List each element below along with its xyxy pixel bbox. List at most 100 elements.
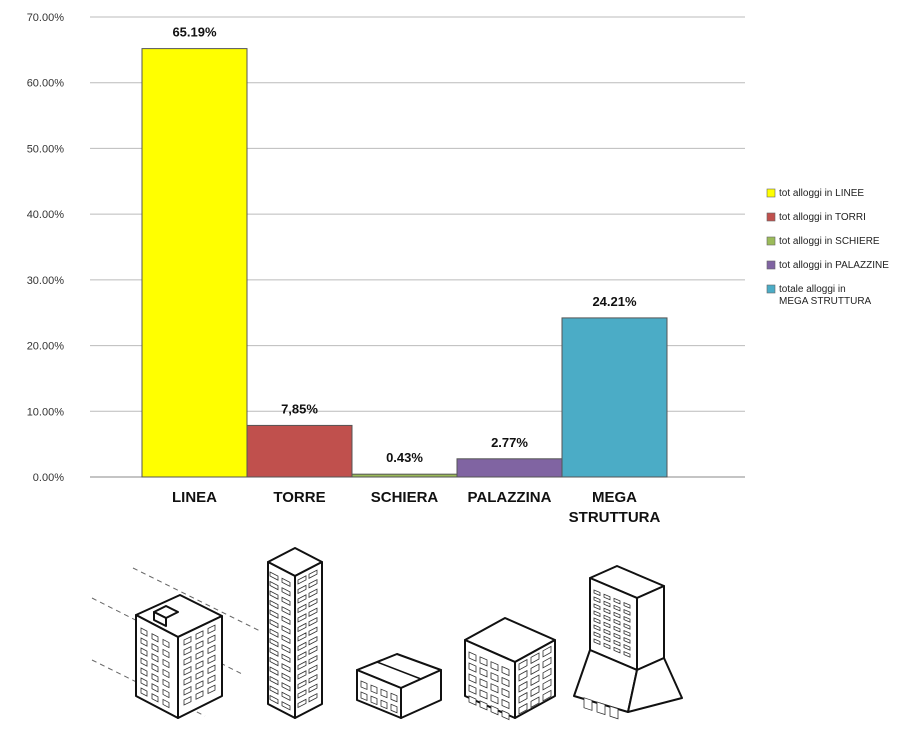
- window: [542, 667, 552, 680]
- window: [269, 580, 279, 591]
- window: [269, 637, 279, 648]
- window: [308, 635, 318, 646]
- window: [518, 658, 528, 671]
- schiera-building-icon: [356, 653, 442, 719]
- window: [593, 596, 601, 604]
- bar: [246, 424, 353, 478]
- window: [269, 666, 279, 676]
- window: [162, 648, 170, 659]
- window: [269, 675, 279, 686]
- window: [269, 599, 279, 610]
- y-tick-label: 10.00%: [27, 406, 65, 418]
- window: [490, 661, 499, 672]
- window: [183, 666, 192, 676]
- window: [613, 597, 621, 605]
- window: [308, 626, 318, 636]
- window: [530, 652, 540, 665]
- window: [603, 635, 611, 643]
- window: [593, 631, 601, 639]
- legend-swatch: [766, 260, 776, 270]
- window: [380, 699, 388, 710]
- legend: tot alloggi in LINEE tot alloggi in TORRI…: [766, 188, 889, 307]
- window: [490, 672, 499, 683]
- window: [308, 578, 318, 589]
- bar: [351, 473, 458, 478]
- x-category-line: LINEA: [172, 489, 217, 506]
- window: [140, 677, 148, 687]
- window: [518, 691, 528, 704]
- window: [370, 684, 378, 695]
- window: [195, 670, 204, 680]
- window: [501, 687, 510, 699]
- window: [603, 614, 611, 622]
- window: [308, 673, 318, 684]
- x-category-line: TORRE: [273, 489, 325, 506]
- window: [308, 683, 318, 693]
- x-axis-categories: LINEA TORRE SCHIERA PALAZZINA MEGA STRUTTURA: [172, 489, 660, 526]
- data-labels: 65.19% 7,85% 0.43% 2.77% 24.21%: [172, 25, 637, 466]
- x-category-line: PALAZZINA: [468, 489, 552, 506]
- torre-building-icon: [267, 547, 323, 719]
- linea-building-icon: [135, 594, 223, 719]
- window: [613, 611, 621, 619]
- window: [360, 691, 368, 702]
- legend-entry-line: MEGA STRUTTURA: [779, 296, 872, 307]
- legend-entry-line: tot alloggi in SCHIERE: [779, 236, 880, 247]
- window: [140, 657, 148, 667]
- legend-entry-line: tot alloggi in TORRI: [779, 212, 866, 223]
- window: [501, 676, 510, 688]
- bar: [561, 317, 668, 478]
- window: [479, 700, 488, 711]
- window: [593, 617, 601, 625]
- y-tick-label: 60.00%: [27, 78, 65, 90]
- window: [281, 625, 291, 635]
- window: [360, 680, 368, 691]
- window: [490, 705, 499, 716]
- window: [297, 689, 307, 699]
- window: [501, 709, 510, 721]
- window: [207, 684, 216, 695]
- bars: [141, 48, 668, 478]
- window: [281, 596, 291, 607]
- window: [195, 690, 204, 700]
- legend-entry: totale alloggi in MEGA STRUTTURA: [779, 284, 872, 307]
- legend-swatch: [766, 188, 776, 198]
- window: [613, 618, 621, 626]
- window: [308, 588, 318, 598]
- window: [281, 577, 291, 588]
- bar: [141, 48, 248, 478]
- window: [281, 691, 291, 702]
- window: [140, 667, 148, 677]
- window: [490, 694, 499, 705]
- window: [269, 609, 279, 619]
- window: [603, 621, 611, 629]
- window: [603, 628, 611, 636]
- window: [479, 656, 488, 667]
- window: [281, 701, 291, 711]
- window: [297, 603, 307, 614]
- window: [308, 607, 318, 617]
- window: [468, 684, 477, 695]
- building-illustrations: [91, 547, 683, 721]
- window: [603, 600, 611, 608]
- window: [183, 686, 192, 696]
- legend-entry-line: tot alloggi in PALAZZINE: [779, 260, 889, 271]
- bar: [456, 458, 563, 478]
- window: [183, 636, 192, 646]
- x-category-label: TORRE: [273, 489, 325, 506]
- legend-entry: tot alloggi in SCHIERE: [779, 236, 880, 247]
- x-category-line: MEGA: [592, 489, 637, 506]
- window: [269, 618, 279, 629]
- window: [269, 656, 279, 667]
- window: [501, 665, 510, 677]
- y-tick-label: 70.00%: [27, 12, 65, 24]
- window: [207, 644, 216, 655]
- window: [623, 601, 631, 609]
- window: [390, 692, 398, 703]
- window: [542, 656, 552, 669]
- window: [297, 670, 307, 680]
- window: [623, 608, 631, 616]
- x-category-line: STRUTTURA: [569, 509, 661, 526]
- data-label: 7,85%: [281, 401, 318, 416]
- window: [297, 632, 307, 642]
